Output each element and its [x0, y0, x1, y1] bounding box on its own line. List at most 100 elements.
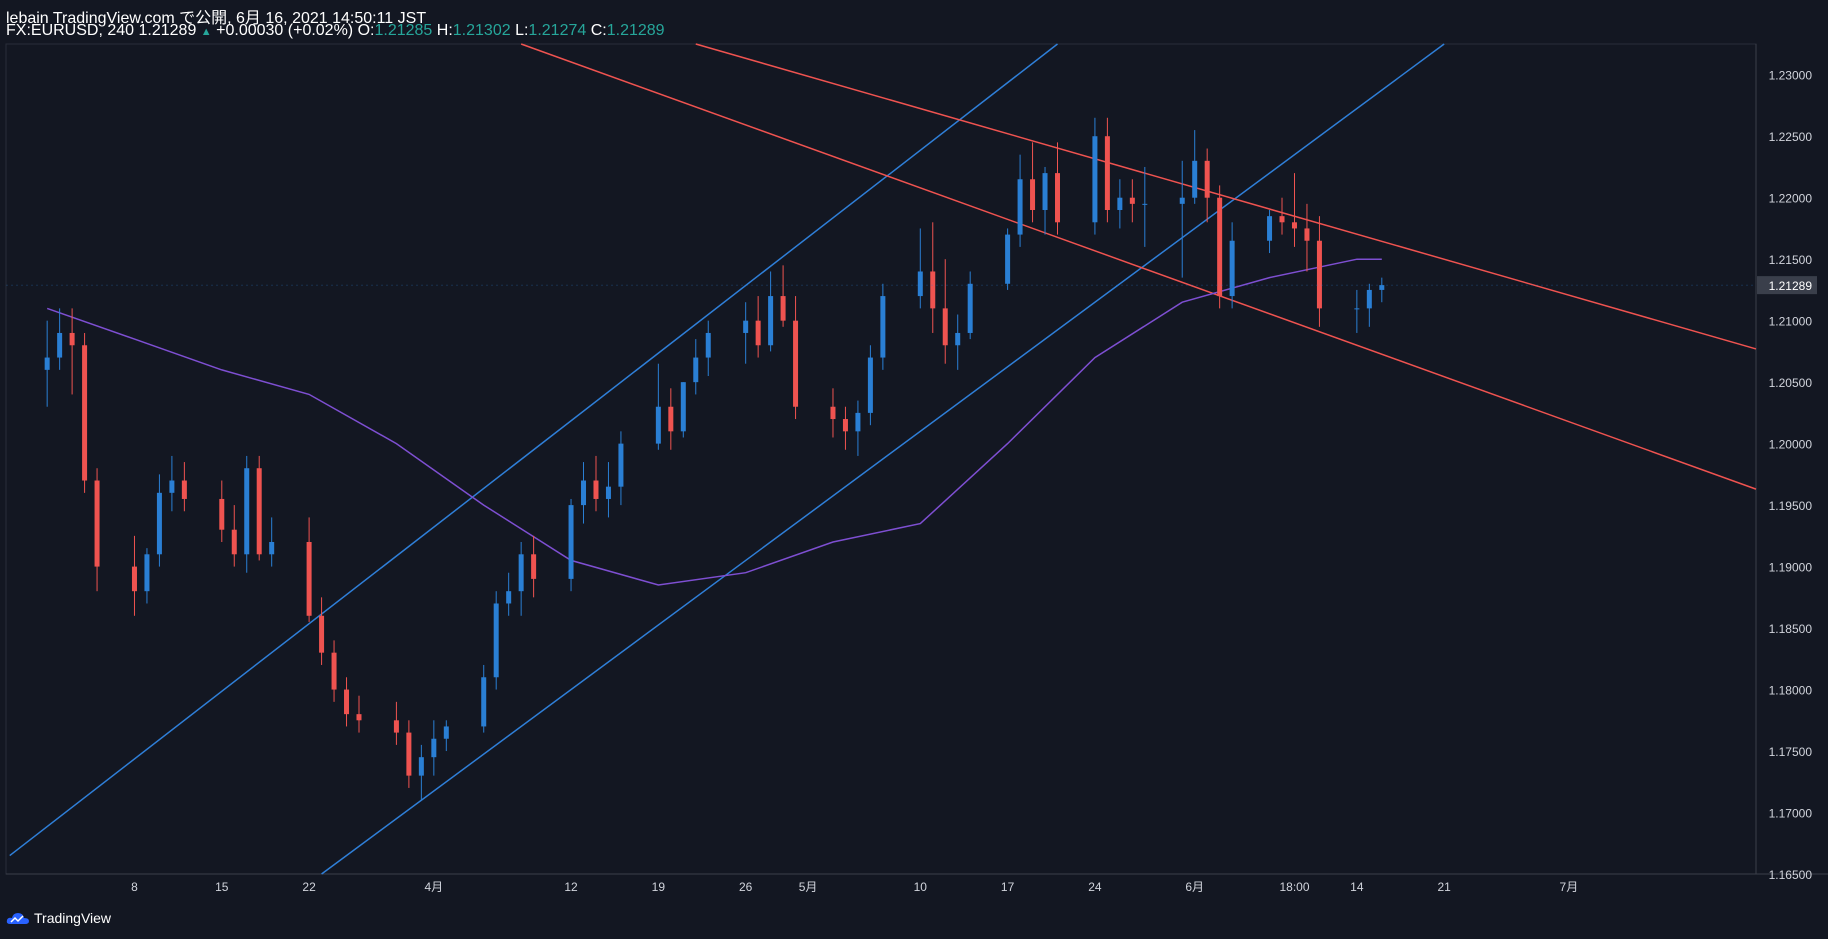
open-value: 1.21285	[374, 22, 433, 39]
candle-body	[955, 332, 961, 346]
candle-body	[1267, 216, 1273, 241]
candle-body	[1017, 179, 1023, 235]
symbol-interval: FX:EURUSD, 240	[6, 22, 135, 39]
x-tick-label: 8	[131, 880, 138, 894]
x-tick-label: 4月	[424, 880, 443, 894]
candle-body	[169, 480, 175, 493]
candle-body	[481, 677, 487, 727]
trendline-down-lower	[520, 43, 1757, 490]
candle-body	[1129, 197, 1135, 204]
low-label: L:	[515, 22, 529, 39]
candle-body	[880, 296, 886, 358]
trendline-up-lower	[321, 43, 1445, 875]
candle-body	[618, 443, 624, 487]
published-line: lebain TradingView.com で公開, 6月 16, 2021 …	[6, 10, 427, 27]
candle-body	[830, 406, 836, 420]
candle-body	[680, 382, 686, 432]
y-tick-label: 1.20000	[1769, 438, 1813, 452]
price-axis[interactable]: 1.23000 1.22500 1.22000 1.21500 1.21000 1.205…	[1769, 69, 1813, 882]
x-tick-label: 26	[739, 880, 753, 894]
x-tick-label: 21	[1437, 880, 1451, 894]
candle-body	[1142, 203, 1148, 205]
y-tick-label: 1.18500	[1769, 622, 1813, 636]
candle-body	[755, 320, 761, 346]
x-tick-label: 5月	[799, 880, 818, 894]
candle-body	[1104, 136, 1110, 210]
candle-body	[319, 615, 325, 653]
candle-body	[344, 689, 350, 715]
candle-body	[531, 554, 537, 579]
x-tick-label: 12	[564, 880, 578, 894]
change-value: +0.00030 (+0.02%)	[216, 22, 354, 39]
candle-body	[1054, 173, 1060, 223]
candle-body	[1030, 179, 1036, 210]
close-value: 1.21289	[606, 22, 665, 39]
brand-name: TradingView	[34, 910, 112, 926]
candle-body	[518, 554, 524, 592]
trendline-up-upper	[9, 43, 1058, 857]
last-price-box	[1757, 276, 1817, 295]
candle-body	[930, 271, 936, 309]
y-tick-label: 1.17000	[1769, 807, 1813, 821]
x-tick-label: 19	[652, 880, 666, 894]
last-value: 1.21289	[138, 22, 197, 39]
candle-body	[842, 419, 848, 432]
trendlines[interactable]	[9, 43, 1757, 875]
x-tick-label: 24	[1088, 880, 1102, 894]
candle-body	[1279, 216, 1285, 223]
candle-body	[1117, 197, 1123, 210]
candle-body	[668, 406, 674, 432]
x-tick-label: 22	[302, 880, 316, 894]
x-tick-label: 6月	[1185, 880, 1204, 894]
candle-body	[605, 486, 611, 499]
candle-body	[306, 542, 312, 616]
candle-body	[1042, 173, 1048, 210]
candle-body	[655, 406, 661, 444]
candle-body	[967, 283, 973, 333]
candle-body	[793, 320, 799, 407]
candle-body	[743, 320, 749, 333]
candle-body	[393, 720, 399, 733]
moving-average-line	[46, 258, 1382, 586]
candle-body	[493, 603, 499, 678]
time-axis[interactable]: 8 15 22 4月 12 19 26 5月 10 17 24 6月 18:00 14 21 7月	[131, 880, 1578, 894]
candle-body	[1366, 289, 1372, 309]
candle-body	[156, 492, 162, 555]
candle-body	[855, 412, 861, 432]
candle-body	[256, 468, 262, 555]
candle-body	[144, 554, 150, 592]
candle-body	[356, 714, 362, 721]
candle-body	[705, 332, 711, 358]
x-tick-label: 18:00	[1279, 880, 1309, 894]
trendline-down-upper	[695, 43, 1757, 350]
candle-body	[942, 308, 948, 346]
candle-body	[219, 498, 225, 530]
candle-body	[581, 480, 587, 506]
last-price-text: 1.21289	[1769, 279, 1813, 293]
candle-body	[331, 652, 337, 690]
y-tick-label: 1.23000	[1769, 69, 1813, 83]
x-tick-label: 14	[1350, 880, 1364, 894]
candle-body	[443, 726, 449, 739]
candle-body	[1379, 285, 1385, 290]
cloud-logo-icon	[6, 913, 30, 924]
candle-body	[131, 566, 137, 592]
high-value: 1.21302	[452, 22, 511, 39]
candle-body	[768, 296, 774, 346]
moving-average-layer	[46, 258, 1382, 586]
candle-body	[1192, 160, 1198, 198]
candle-body	[1005, 234, 1011, 284]
tradingview-logo[interactable]: TradingView	[6, 910, 111, 926]
low-value: 1.21274	[528, 22, 587, 39]
candle-body	[593, 480, 599, 499]
candle-body	[1179, 197, 1185, 204]
y-tick-label: 1.21000	[1769, 315, 1813, 329]
open-label: O:	[357, 22, 375, 39]
x-tick-label: 17	[1001, 880, 1015, 894]
y-tick-label: 1.20500	[1769, 376, 1813, 390]
candle-body	[269, 542, 275, 555]
candle-body	[44, 357, 50, 370]
y-tick-label: 1.19500	[1769, 499, 1813, 513]
x-tick-label: 7月	[1560, 880, 1579, 894]
